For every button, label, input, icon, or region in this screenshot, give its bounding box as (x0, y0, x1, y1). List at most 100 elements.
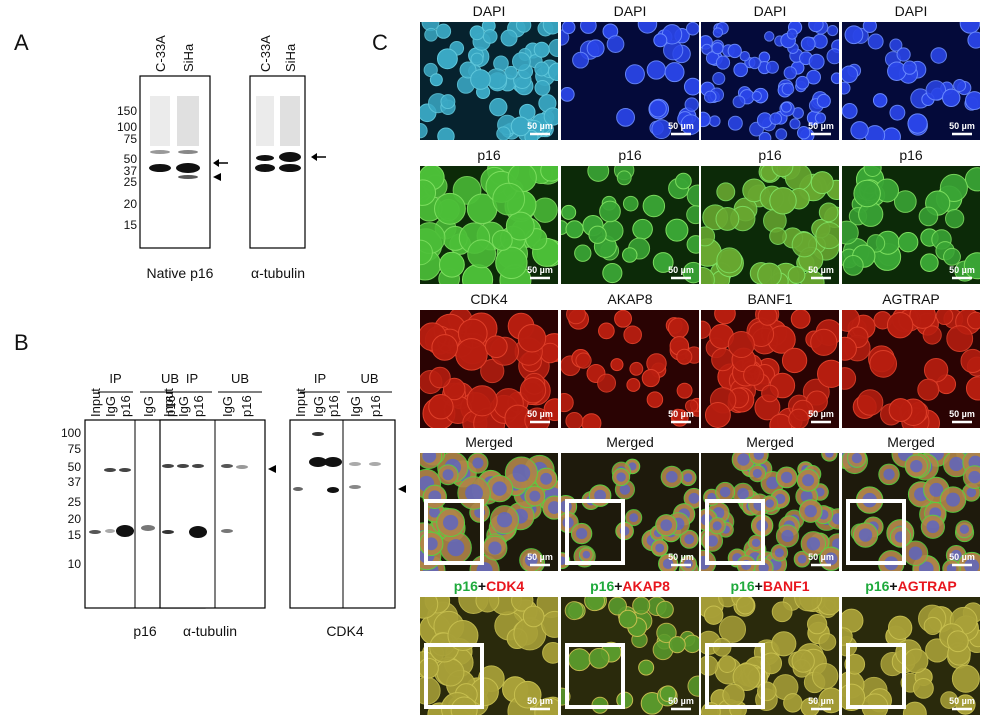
cell (491, 229, 513, 251)
cell (547, 62, 558, 82)
cell (614, 310, 632, 328)
cell (568, 648, 591, 672)
nucleus (851, 453, 862, 464)
cell (579, 22, 597, 34)
cell (588, 647, 610, 669)
nucleus (824, 552, 838, 566)
cell (959, 22, 980, 34)
cell (902, 701, 927, 715)
cell (434, 192, 466, 225)
cell (715, 207, 740, 231)
cell (565, 412, 584, 428)
cell (704, 402, 731, 428)
cell (783, 693, 803, 713)
nucleus (797, 554, 807, 564)
cell (575, 352, 592, 369)
cell (853, 179, 881, 208)
cell (656, 622, 677, 644)
cell (842, 81, 851, 95)
cell (965, 91, 980, 111)
cell (675, 172, 692, 190)
nucleus (424, 537, 438, 551)
cell (935, 310, 954, 326)
cell (818, 633, 837, 651)
cell (632, 218, 653, 240)
inset (424, 499, 484, 565)
cell (812, 33, 828, 49)
nucleus (660, 519, 673, 532)
lane-label: IgG (176, 396, 191, 417)
cell (455, 338, 488, 371)
cell (818, 687, 839, 714)
cell (519, 377, 547, 404)
cell (791, 231, 818, 258)
label-part: + (755, 578, 763, 594)
cell (794, 597, 823, 612)
group-label: UB (360, 371, 378, 386)
nucleus (719, 486, 731, 498)
nucleus (802, 474, 815, 487)
cell (436, 658, 465, 687)
cell (652, 252, 674, 273)
mw-marker: 100 (117, 120, 137, 134)
lane-label: p16 (191, 395, 206, 417)
cell (435, 23, 452, 39)
cell (637, 22, 658, 34)
cell (939, 173, 968, 202)
nucleus (684, 534, 695, 545)
cell (757, 262, 782, 284)
nucleus (945, 492, 961, 507)
cell (646, 391, 664, 408)
cell (447, 619, 479, 651)
nucleus (926, 520, 940, 534)
cell (814, 112, 827, 124)
cell (732, 95, 746, 109)
cell (495, 246, 528, 280)
cell (757, 310, 778, 326)
micrograph: 50 µm (420, 310, 558, 428)
scale-label: 50 µm (668, 265, 694, 275)
cell (769, 227, 787, 245)
nucleus (582, 550, 591, 559)
scale-label: 50 µm (527, 552, 553, 562)
caption: p16 (133, 623, 157, 639)
mw-marker: 75 (68, 442, 82, 456)
nucleus (908, 546, 923, 561)
nucleus (766, 476, 779, 490)
cell (769, 187, 797, 215)
cell (960, 348, 980, 374)
cell (656, 600, 674, 619)
lane-label: IgG (103, 396, 118, 417)
cell (642, 194, 666, 218)
cell (701, 320, 711, 339)
image-title: Merged (606, 434, 653, 450)
cell (808, 53, 825, 70)
cell (946, 630, 969, 653)
lane-label: p16 (326, 395, 341, 417)
nucleus (751, 538, 761, 548)
panel-label: B (14, 330, 29, 355)
cell (791, 649, 815, 673)
cell (561, 86, 575, 102)
mw-marker: 75 (124, 132, 138, 146)
cell (946, 325, 974, 353)
cell (588, 225, 607, 244)
scale-label: 50 µm (949, 121, 975, 131)
cell (757, 681, 777, 702)
cell (800, 36, 816, 52)
cell (867, 33, 884, 50)
cell (703, 605, 724, 625)
cell (701, 266, 715, 284)
cell (882, 127, 901, 140)
cell (917, 378, 940, 401)
cell (540, 166, 558, 182)
group-label: IP (314, 371, 326, 386)
label-part: CDK4 (486, 578, 524, 594)
cell (686, 205, 699, 225)
cell (431, 334, 459, 361)
nucleus (594, 489, 607, 502)
nucleus (429, 506, 440, 518)
cell (942, 88, 961, 108)
nucleus (422, 453, 437, 463)
label-part: AKAP8 (622, 578, 670, 594)
